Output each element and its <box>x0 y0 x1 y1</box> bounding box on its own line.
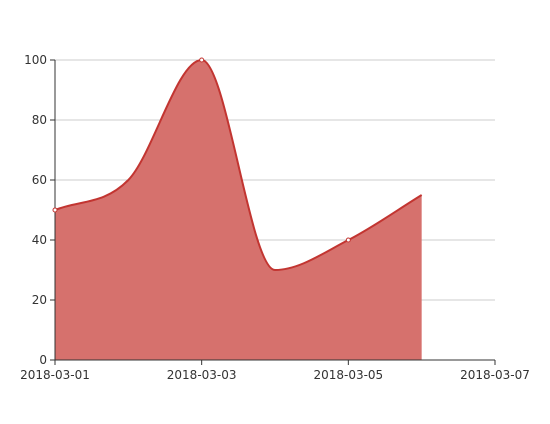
x-tick-label: 2018-03-01 <box>20 368 90 382</box>
data-point[interactable] <box>199 57 205 63</box>
data-point[interactable] <box>345 237 351 243</box>
x-tick-label: 2018-03-03 <box>167 368 237 382</box>
y-tick-label: 0 <box>39 353 47 367</box>
x-tick-label: 2018-03-05 <box>313 368 383 382</box>
axes: 0 20 40 60 80 100 2018-03-01 2018-03-03 2018-03-… <box>20 53 530 382</box>
x-tick-label: 2018-03-07 <box>460 368 530 382</box>
data-point[interactable] <box>52 207 58 213</box>
y-tick-label: 60 <box>32 173 47 187</box>
y-tick-label: 80 <box>32 113 47 127</box>
area-layer <box>54 58 423 360</box>
data-points <box>52 57 351 243</box>
series-area <box>55 60 422 360</box>
y-tick-label: 40 <box>32 233 47 247</box>
y-tick-label: 100 <box>24 53 47 67</box>
y-tick-label: 20 <box>32 293 47 307</box>
